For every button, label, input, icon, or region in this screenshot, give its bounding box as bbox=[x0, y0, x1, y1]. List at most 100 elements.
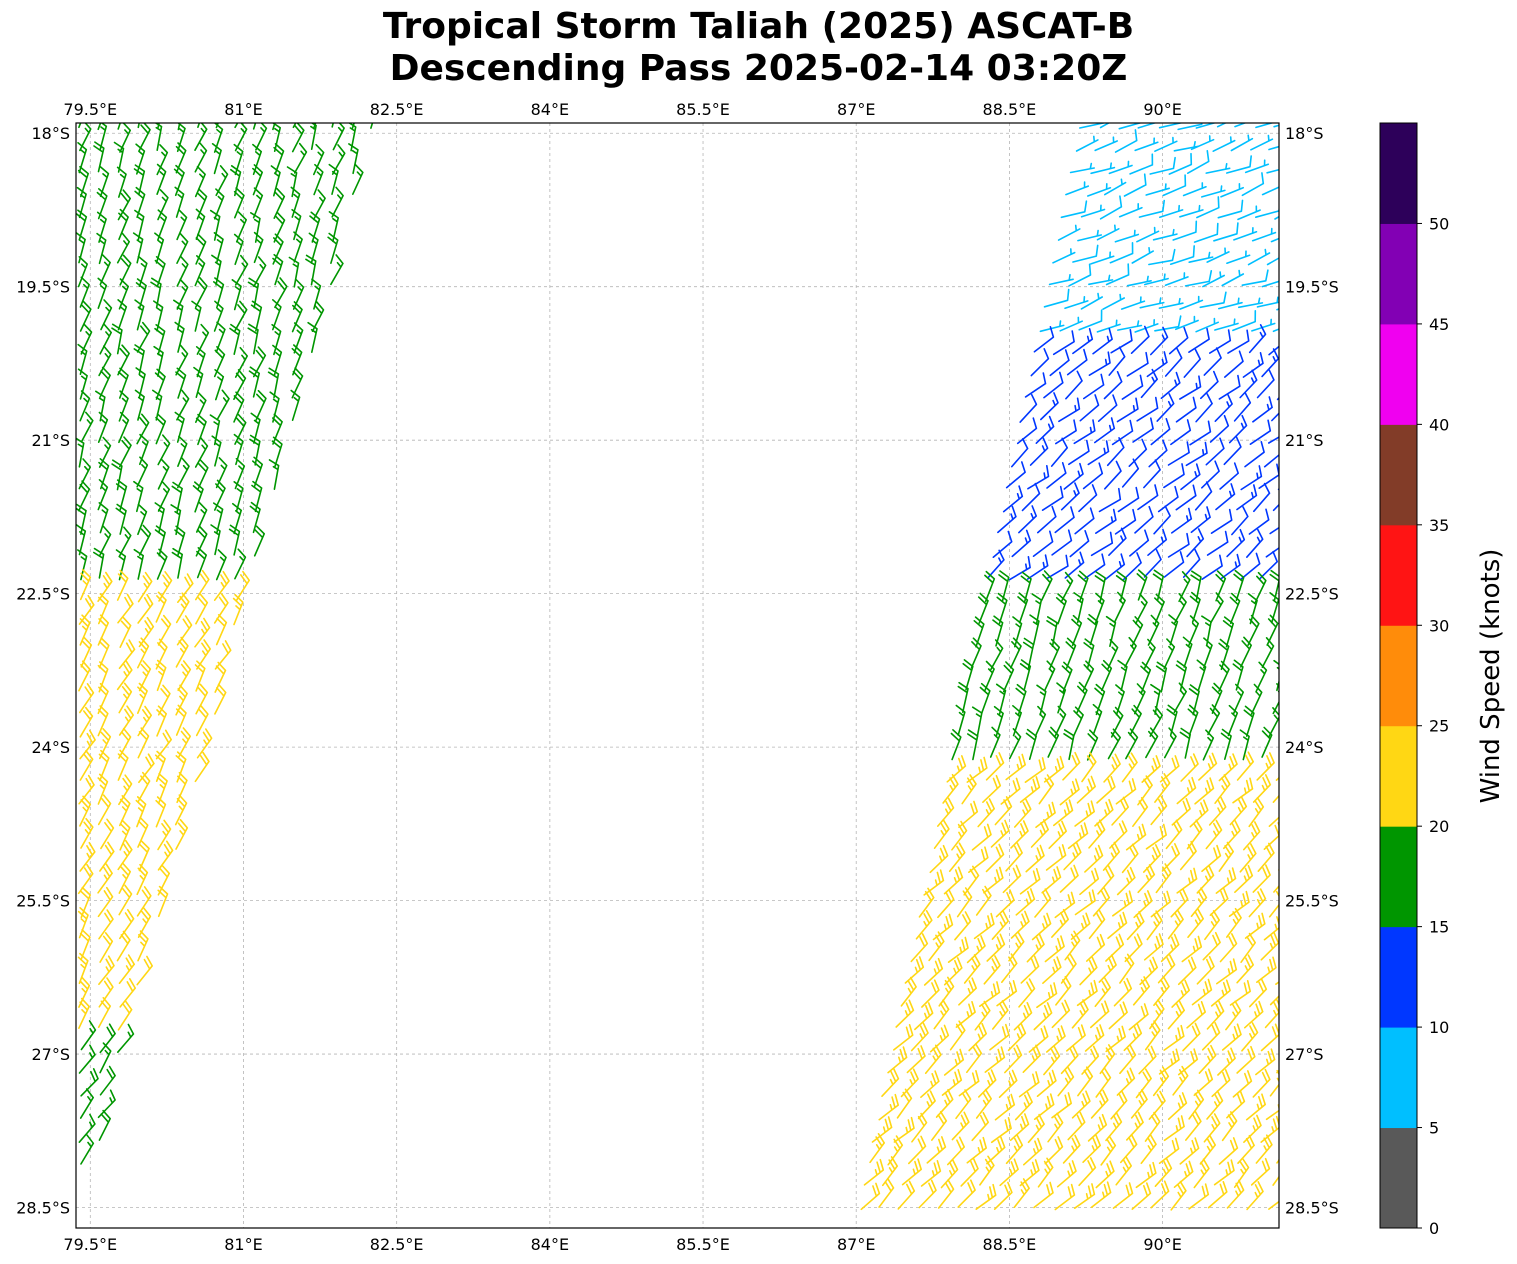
wind-barb bbox=[1112, 1182, 1134, 1209]
wind-barb bbox=[255, 389, 267, 422]
wind-barb bbox=[255, 123, 268, 151]
wind-barb bbox=[1062, 1134, 1081, 1164]
wind-barb bbox=[193, 366, 204, 398]
wind-barb bbox=[1055, 419, 1077, 445]
wind-barb bbox=[1019, 659, 1032, 691]
wind-barb bbox=[1225, 1000, 1242, 1031]
wind-barb bbox=[1268, 436, 1279, 444]
wind-barb bbox=[957, 681, 969, 713]
wind-barb bbox=[1051, 999, 1071, 1029]
wind-barb bbox=[951, 820, 968, 851]
wind-barb bbox=[1160, 371, 1181, 399]
lon-tick-label-bottom: 79.5°E bbox=[63, 1235, 117, 1254]
wind-barb bbox=[1187, 908, 1204, 938]
wind-barb bbox=[195, 593, 209, 625]
wind-barb bbox=[1202, 729, 1215, 761]
wind-barb bbox=[229, 323, 241, 355]
wind-barb bbox=[305, 254, 317, 286]
wind-barb bbox=[1005, 1134, 1024, 1165]
colorbar-tick-label: 50 bbox=[1429, 214, 1449, 233]
wind-barb bbox=[1062, 751, 1081, 781]
wind-barb bbox=[1168, 152, 1193, 175]
wind-barb bbox=[235, 570, 250, 602]
wind-barb bbox=[1270, 237, 1279, 243]
wind-barb bbox=[1052, 248, 1076, 264]
wind-barb bbox=[1065, 637, 1077, 669]
wind-barb bbox=[117, 749, 129, 781]
wind-barb bbox=[1098, 954, 1117, 983]
wind-barb bbox=[1147, 528, 1168, 556]
wind-barb bbox=[1180, 463, 1201, 491]
wind-barb bbox=[1005, 461, 1026, 489]
wind-barb bbox=[1152, 1066, 1170, 1097]
wind-barb bbox=[1019, 868, 1041, 895]
wind-barb bbox=[983, 866, 1004, 894]
wind-barb bbox=[99, 728, 112, 760]
wind-barb bbox=[1134, 683, 1146, 715]
wind-barb bbox=[871, 1116, 893, 1143]
wind-barb bbox=[924, 1044, 942, 1075]
wind-barb bbox=[1272, 328, 1279, 333]
wind-barb bbox=[1183, 348, 1201, 378]
wind-barb bbox=[923, 957, 944, 986]
wind-barb bbox=[1153, 505, 1171, 535]
wind-barb bbox=[273, 187, 286, 219]
wind-barb bbox=[117, 299, 128, 331]
wind-barb bbox=[155, 729, 172, 760]
wind-barb bbox=[99, 254, 111, 286]
wind-barb bbox=[252, 123, 257, 130]
wind-barb bbox=[1106, 437, 1125, 467]
wind-barb bbox=[154, 123, 163, 151]
wind-barb bbox=[1124, 933, 1143, 963]
wind-barb bbox=[1154, 1157, 1173, 1187]
wind-barb bbox=[152, 389, 163, 421]
wind-barb bbox=[99, 1042, 112, 1074]
wind-barb bbox=[1137, 864, 1156, 894]
wind-barb bbox=[1271, 412, 1279, 422]
wind-barb bbox=[1043, 755, 1065, 783]
wind-barb bbox=[990, 1117, 1012, 1144]
wind-barb bbox=[863, 1158, 885, 1186]
wind-barb bbox=[946, 755, 967, 783]
wind-barb bbox=[1010, 910, 1030, 939]
wind-barb bbox=[194, 751, 210, 783]
lon-tick-label-top: 82.5°E bbox=[370, 100, 424, 119]
wind-barb bbox=[1132, 797, 1149, 827]
colorbar-frame bbox=[1379, 122, 1418, 1229]
wind-barb bbox=[1233, 1157, 1250, 1188]
wind-barb bbox=[118, 411, 130, 444]
wind-barb bbox=[1188, 684, 1200, 716]
wind-barb bbox=[293, 231, 303, 263]
wind-barb bbox=[272, 413, 283, 445]
wind-barb bbox=[1126, 1111, 1144, 1141]
wind-barb bbox=[1143, 459, 1161, 489]
wind-barb bbox=[1149, 999, 1165, 1030]
wind-barb bbox=[1257, 842, 1275, 872]
wind-barb bbox=[213, 346, 226, 378]
wind-barb bbox=[1008, 556, 1031, 581]
wind-barb bbox=[1145, 727, 1159, 759]
wind-barb bbox=[139, 433, 149, 466]
wind-barb bbox=[1064, 296, 1089, 310]
wind-barb bbox=[1129, 529, 1150, 557]
wind-barb bbox=[78, 976, 91, 1008]
wind-barb bbox=[1002, 661, 1015, 693]
wind-barb bbox=[98, 502, 109, 534]
wind-barb bbox=[1148, 248, 1176, 266]
wind-barb bbox=[93, 141, 105, 173]
wind-barb bbox=[1045, 844, 1067, 871]
wind-barb bbox=[1272, 1159, 1279, 1186]
wind-barb bbox=[1178, 571, 1191, 603]
wind-barb bbox=[906, 1045, 926, 1074]
wind-barb bbox=[1043, 660, 1056, 692]
wind-barb bbox=[1136, 226, 1160, 243]
wind-barb bbox=[1120, 296, 1146, 310]
wind-barb bbox=[175, 636, 189, 668]
wind-barb bbox=[1154, 136, 1178, 152]
wind-barb bbox=[1054, 705, 1067, 737]
wind-barb bbox=[1134, 137, 1159, 152]
wind-barb bbox=[1246, 1181, 1264, 1211]
wind-barb bbox=[1032, 530, 1054, 557]
wind-barb bbox=[137, 255, 148, 288]
wind-barb bbox=[1049, 349, 1070, 377]
